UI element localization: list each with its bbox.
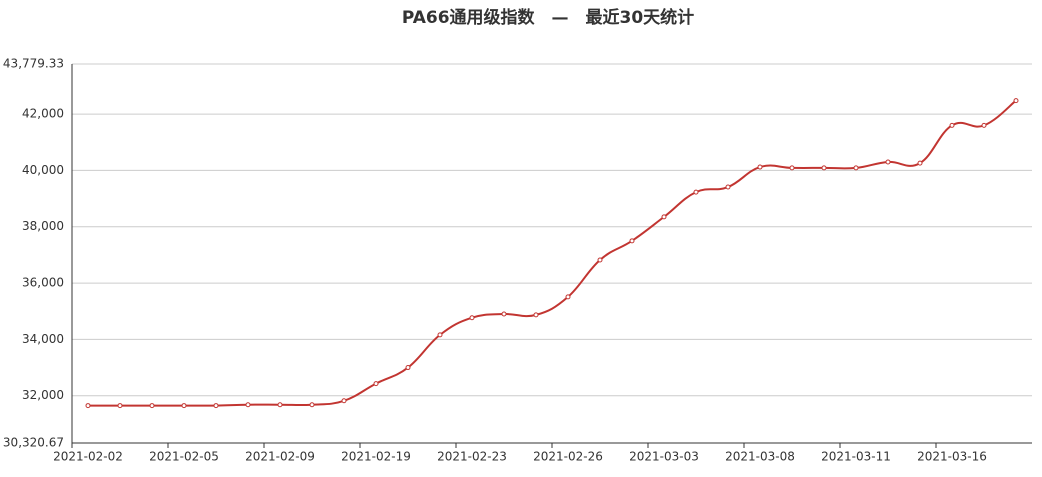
y-tick-label: 38,000 [22,219,64,233]
point [501,311,507,317]
point [757,164,763,170]
x-tick-label: 2021-03-03 [629,450,699,464]
point [693,189,699,195]
x-tick-label: 2021-02-19 [341,450,411,464]
x-tick-label: 2021-02-05 [149,450,219,464]
point [629,238,635,244]
y-tick-label: 34,000 [22,332,64,346]
point [949,122,955,128]
point [405,365,411,371]
point [565,294,571,300]
x-tick-label: 2021-03-16 [917,450,987,464]
point [469,315,475,321]
x-tick-label: 2021-03-08 [725,450,795,464]
point [821,165,827,171]
point [213,403,219,409]
line [88,99,1017,407]
y-tick-label: 36,000 [22,276,64,290]
point [437,332,443,338]
point [725,184,731,190]
x-tick-label: 2021-02-26 [533,450,603,464]
x-tick-label: 2021-02-23 [437,450,507,464]
point [981,122,987,128]
chart-title: PA66通用级指数 — 最近30天统计 [402,7,694,28]
point [373,381,379,387]
point [309,402,315,408]
y-tick-label: 32,000 [22,388,64,402]
x-tick-label: 2021-02-09 [245,450,315,464]
point [85,403,91,409]
point [245,402,251,408]
point [597,257,603,263]
point [181,403,187,409]
point [789,165,795,171]
point [917,160,923,166]
y-tick-label: 40,000 [22,163,64,177]
x-tick-label: 2021-02-02 [53,450,123,464]
point [661,214,667,220]
point [277,402,283,408]
point [885,159,891,165]
point [1013,98,1019,104]
point [117,403,123,409]
point [533,312,539,318]
point [853,165,859,171]
y-tick-label: 43,779.33 [3,57,64,71]
y-tick-label: 42,000 [22,107,64,121]
point [341,398,347,404]
x-tick-label: 2021-03-11 [821,450,891,464]
y-tick-label: 30,320.67 [3,436,64,450]
point [149,403,155,409]
